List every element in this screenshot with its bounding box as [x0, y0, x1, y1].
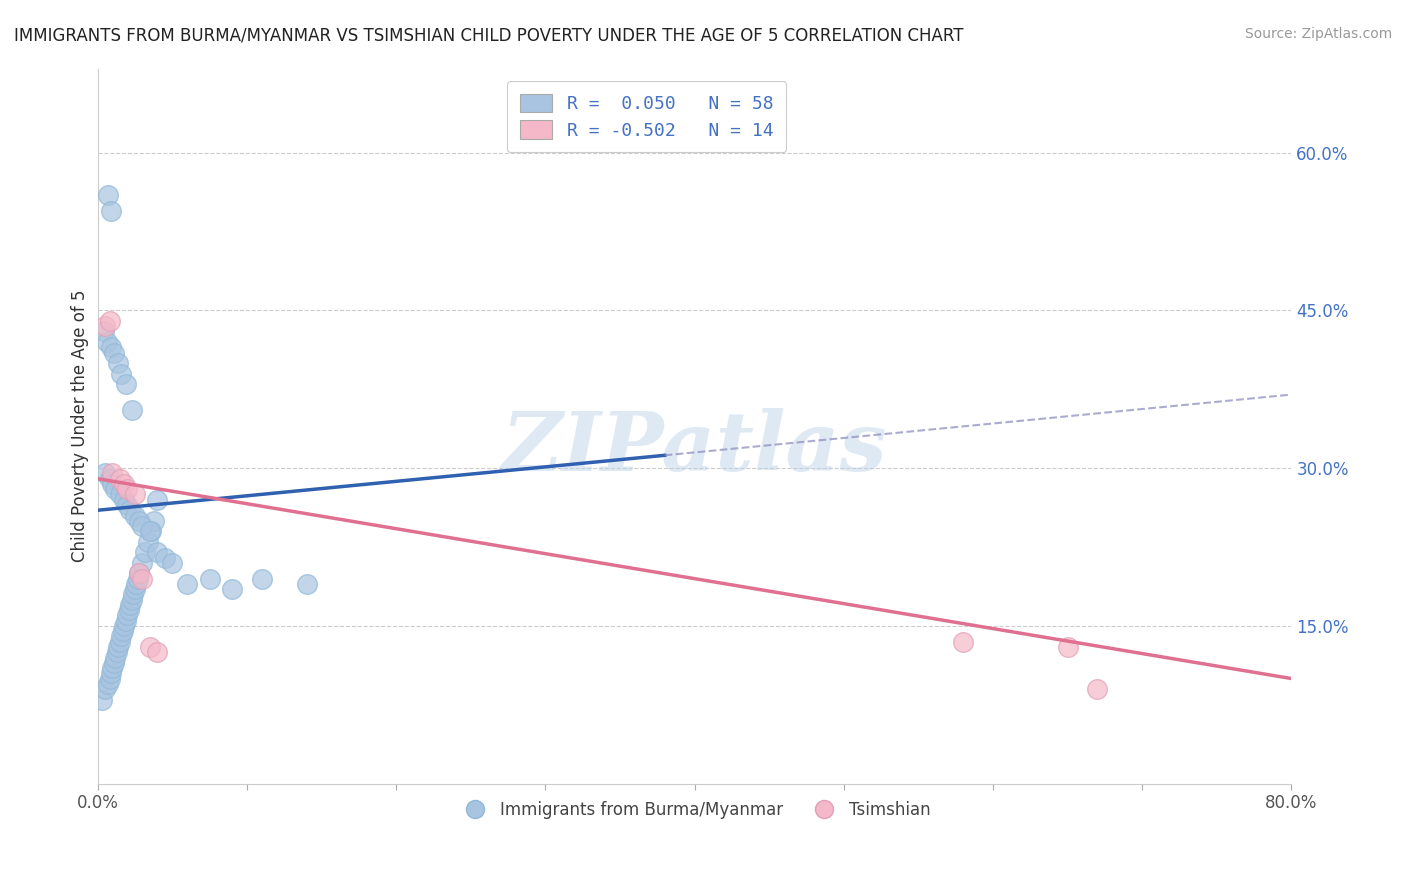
- Point: [117, 498, 139, 512]
- Point: [128, 514, 150, 528]
- Point: [134, 545, 156, 559]
- Point: [952, 634, 974, 648]
- Point: [94, 319, 117, 334]
- Point: [114, 477, 136, 491]
- Point: [103, 656, 125, 670]
- Point: [107, 356, 129, 370]
- Point: [104, 482, 127, 496]
- Point: [101, 661, 124, 675]
- Point: [103, 345, 125, 359]
- Point: [221, 582, 243, 596]
- Point: [146, 645, 169, 659]
- Point: [198, 572, 221, 586]
- Text: Source: ZipAtlas.com: Source: ZipAtlas.com: [1244, 27, 1392, 41]
- Point: [100, 666, 122, 681]
- Point: [124, 487, 146, 501]
- Point: [101, 477, 124, 491]
- Point: [114, 619, 136, 633]
- Point: [108, 472, 131, 486]
- Point: [160, 556, 183, 570]
- Point: [110, 367, 132, 381]
- Point: [91, 692, 114, 706]
- Point: [105, 645, 128, 659]
- Point: [131, 556, 153, 570]
- Point: [122, 587, 145, 601]
- Point: [108, 487, 131, 501]
- Point: [153, 550, 176, 565]
- Legend: Immigrants from Burma/Myanmar, Tsimshian: Immigrants from Burma/Myanmar, Tsimshian: [451, 794, 938, 825]
- Point: [146, 545, 169, 559]
- Point: [176, 577, 198, 591]
- Point: [94, 682, 117, 697]
- Point: [136, 534, 159, 549]
- Point: [124, 582, 146, 596]
- Point: [121, 592, 143, 607]
- Point: [115, 614, 138, 628]
- Point: [100, 203, 122, 218]
- Point: [97, 677, 120, 691]
- Point: [250, 572, 273, 586]
- Point: [128, 566, 150, 581]
- Point: [117, 482, 139, 496]
- Point: [120, 503, 142, 517]
- Point: [131, 572, 153, 586]
- Point: [143, 514, 166, 528]
- Point: [139, 524, 162, 539]
- Point: [101, 467, 124, 481]
- Point: [139, 640, 162, 654]
- Point: [295, 577, 318, 591]
- Point: [131, 519, 153, 533]
- Point: [98, 472, 121, 486]
- Y-axis label: Child Poverty Under the Age of 5: Child Poverty Under the Age of 5: [72, 290, 89, 562]
- Point: [125, 577, 148, 591]
- Point: [118, 603, 141, 617]
- Point: [98, 672, 121, 686]
- Point: [117, 608, 139, 623]
- Point: [107, 640, 129, 654]
- Point: [115, 377, 138, 392]
- Point: [104, 650, 127, 665]
- Point: [120, 598, 142, 612]
- Point: [128, 566, 150, 581]
- Point: [127, 572, 149, 586]
- Point: [96, 334, 118, 349]
- Point: [121, 403, 143, 417]
- Text: ZIPatlas: ZIPatlas: [502, 408, 887, 488]
- Point: [100, 340, 122, 354]
- Point: [110, 630, 132, 644]
- Point: [1056, 640, 1078, 654]
- Point: [97, 187, 120, 202]
- Point: [141, 524, 163, 539]
- Text: IMMIGRANTS FROM BURMA/MYANMAR VS TSIMSHIAN CHILD POVERTY UNDER THE AGE OF 5 CORR: IMMIGRANTS FROM BURMA/MYANMAR VS TSIMSHI…: [14, 27, 963, 45]
- Point: [108, 634, 131, 648]
- Point: [94, 467, 117, 481]
- Point: [124, 508, 146, 523]
- Point: [1087, 682, 1109, 697]
- Point: [111, 624, 134, 639]
- Point: [98, 314, 121, 328]
- Point: [93, 325, 115, 339]
- Point: [114, 492, 136, 507]
- Point: [146, 492, 169, 507]
